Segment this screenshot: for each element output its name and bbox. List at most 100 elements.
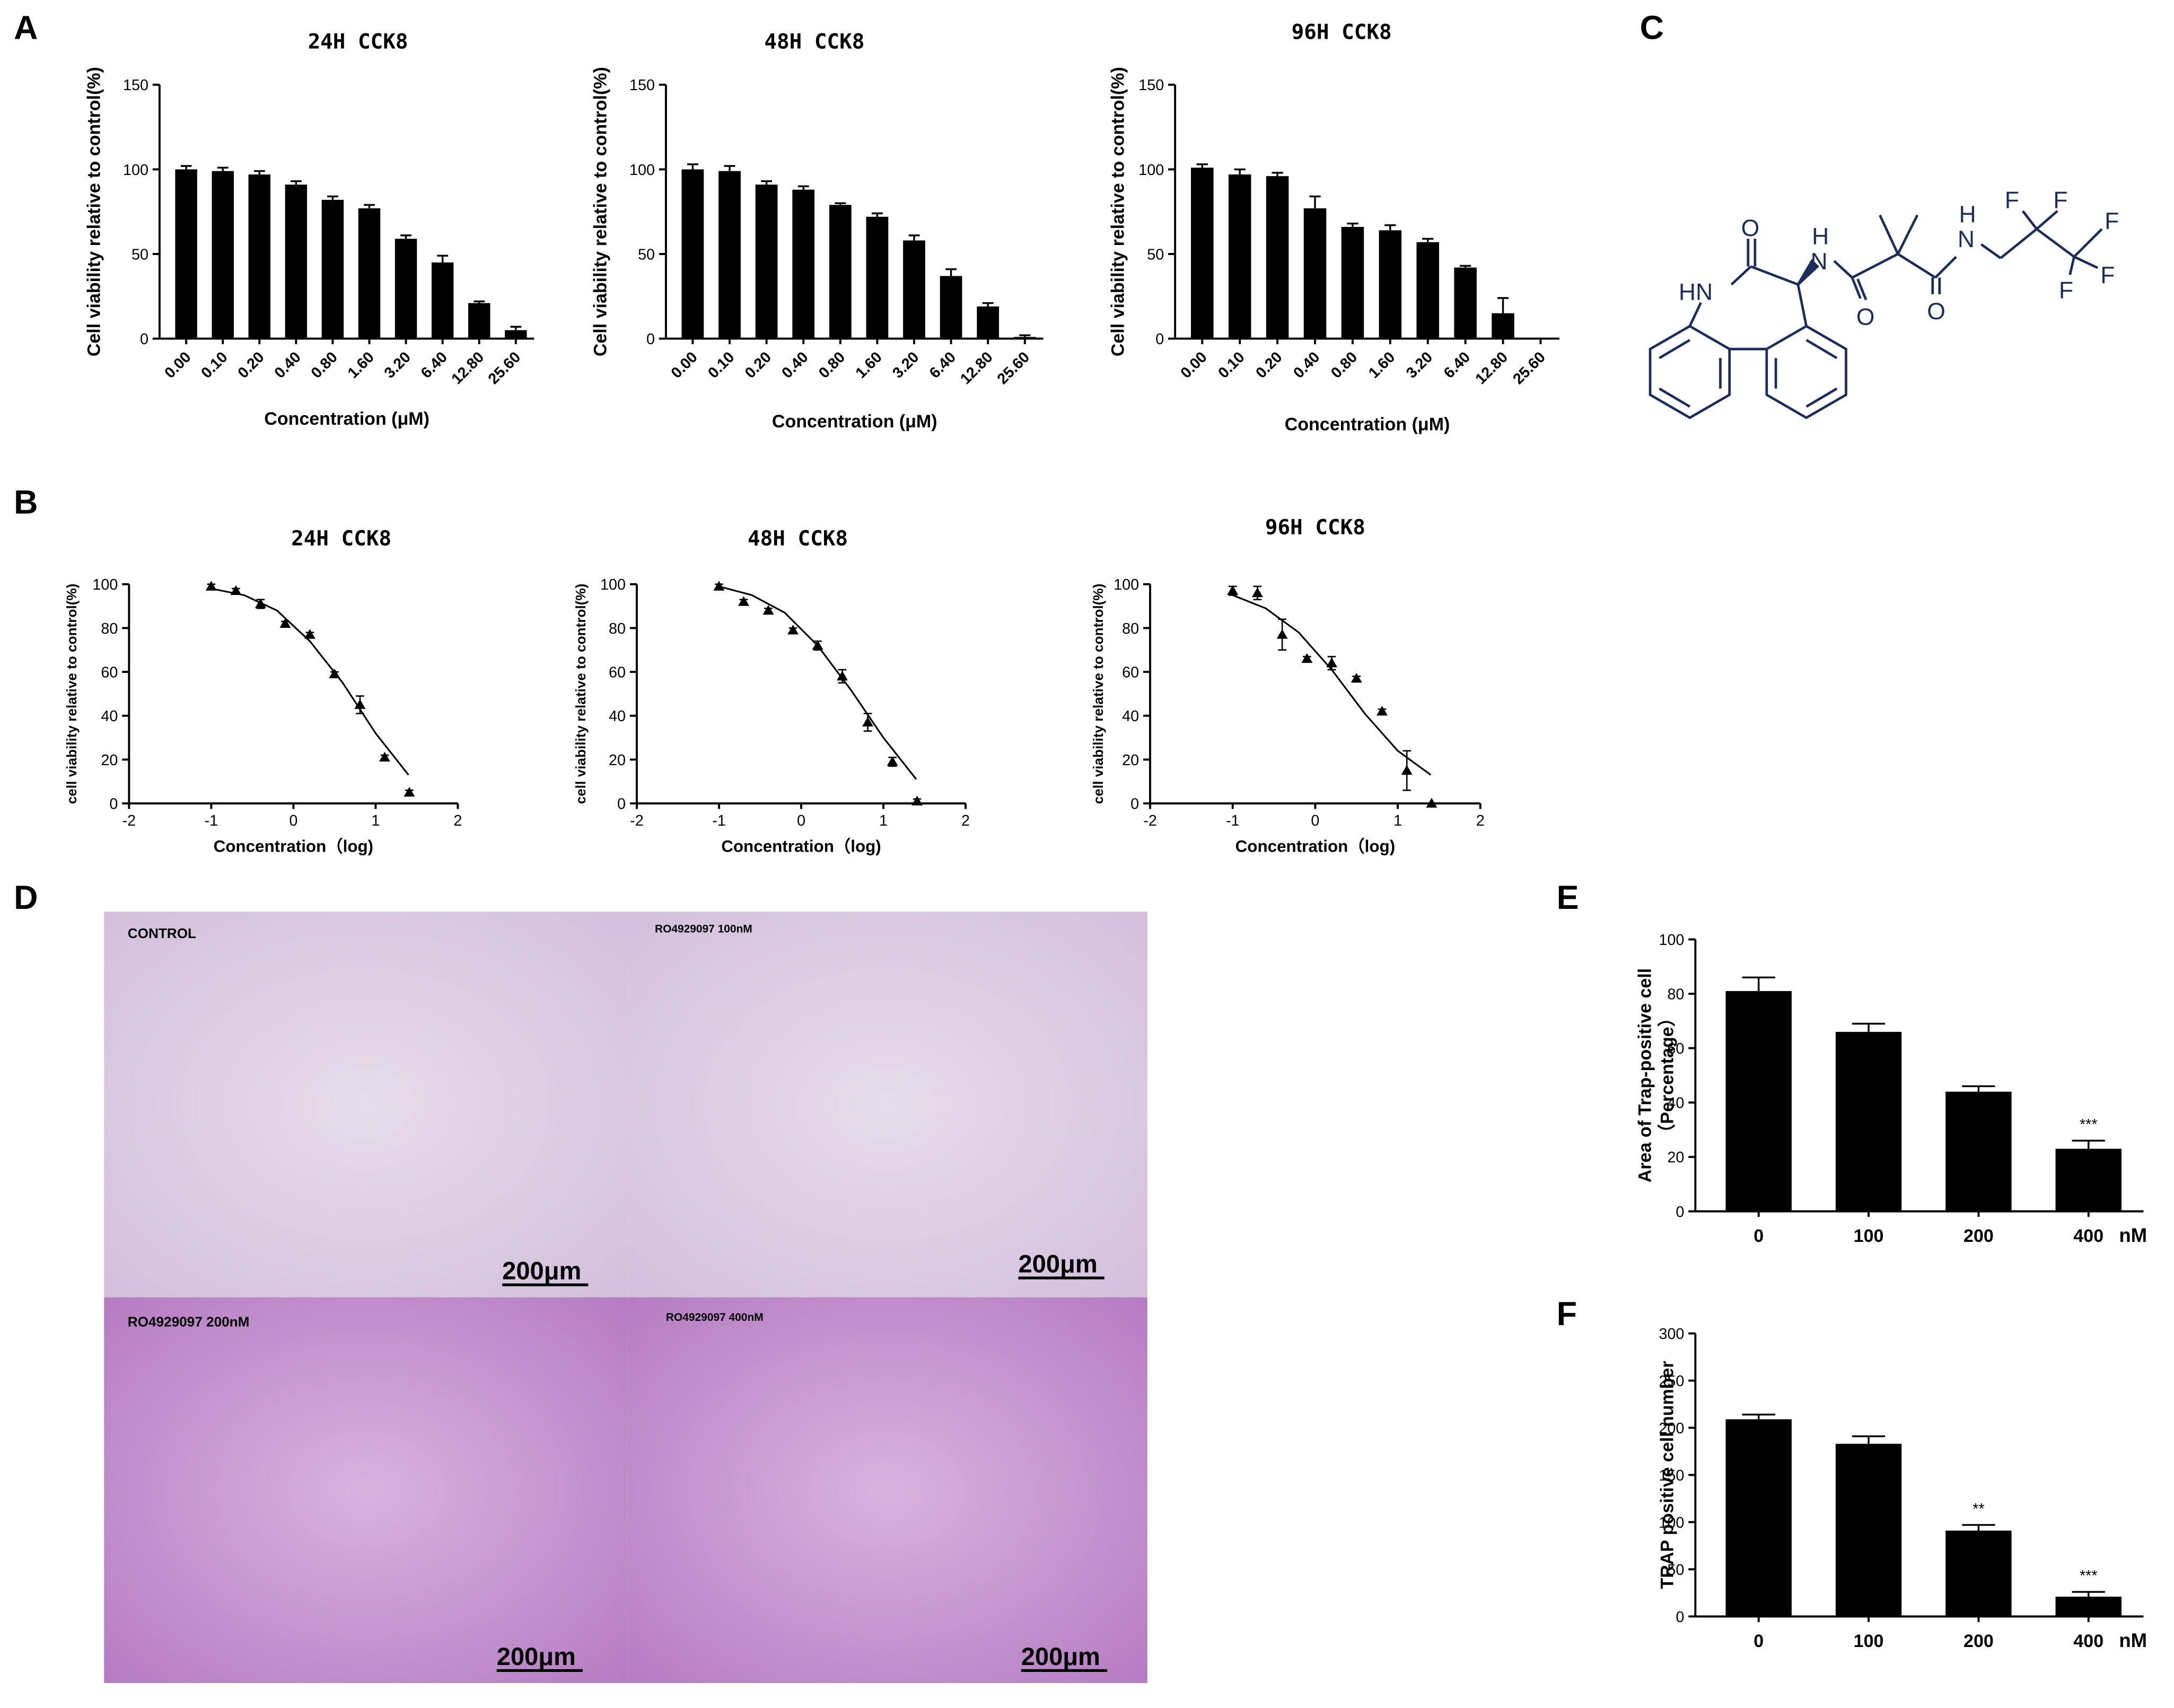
bar (2055, 1149, 2122, 1212)
data-point (1351, 673, 1362, 683)
atom-label: H (1812, 224, 1829, 250)
y-axis-label: cell viability relative to control(%) (1090, 584, 1106, 804)
data-point (279, 618, 291, 628)
y-tick-label: 100 (1659, 932, 1684, 949)
y-tick-label: 0 (140, 331, 148, 348)
y-tick-label: 0 (1130, 796, 1139, 813)
atom-label: O (1856, 304, 1875, 330)
micrograph-label: RO4929097 100nM (655, 923, 752, 935)
data-point (762, 605, 774, 615)
bar (866, 216, 889, 339)
x-tick-label: 1.60 (1365, 349, 1398, 382)
error-bar (1422, 238, 1434, 242)
fit-curve (1232, 594, 1432, 776)
error-bar (1309, 195, 1321, 208)
x-tick-label: 200 (1963, 1226, 1994, 1246)
data-point (379, 751, 390, 762)
bar (2055, 1597, 2122, 1617)
y-tick-label: 250 (1659, 1373, 1684, 1390)
bar (829, 205, 852, 339)
panel-label: B (14, 484, 38, 521)
x-tick-label: 12.80 (1472, 349, 1511, 388)
x-tick-label: 2 (961, 812, 970, 829)
data-point (862, 716, 874, 727)
error-bar (982, 302, 994, 306)
error-bar (908, 234, 920, 241)
error-bar (1742, 976, 1775, 991)
y-tick-label: 50 (132, 246, 148, 263)
error-bar (2072, 1140, 2105, 1149)
error-bar (761, 180, 773, 185)
y-tick-label: 20 (101, 752, 118, 769)
y-tick-label: 50 (638, 246, 655, 263)
error-bar (724, 165, 735, 171)
bar (212, 171, 234, 339)
error-bar (510, 326, 522, 330)
x-tick-label: 0.00 (668, 349, 701, 382)
bar (903, 240, 925, 339)
y-axis-label: Cell viability relative to control(%) (590, 67, 610, 356)
x-axis-label: Concentration（log) (1235, 837, 1396, 856)
error-bar (945, 268, 957, 276)
bar (175, 169, 197, 339)
x-tick-label: 0.20 (742, 349, 775, 382)
bar (285, 185, 308, 339)
bar (1454, 267, 1477, 339)
bar (681, 169, 704, 339)
atom-label: F (2105, 208, 2119, 234)
error-bar (687, 163, 698, 170)
atom-label: F (2053, 188, 2067, 214)
y-tick-label: 100 (600, 576, 626, 593)
y-axis-label: cell viability relative to control(%) (64, 584, 80, 804)
data-point (1276, 629, 1288, 639)
bar (940, 276, 962, 339)
data-point (1401, 765, 1413, 775)
bar (1835, 1031, 1902, 1212)
micrograph (104, 1297, 627, 1683)
error-bar (1384, 224, 1396, 231)
atom-label: O (1741, 215, 1760, 241)
x-axis-label: Concentration（log) (214, 837, 374, 856)
error-bar (1852, 1435, 1886, 1444)
chart-title: 24H CCK8 (291, 527, 391, 550)
error-bar (327, 195, 338, 200)
x-tick-label: 0.10 (705, 349, 738, 382)
panel-label: A (14, 9, 38, 46)
bar (468, 303, 490, 339)
micrograph-label: RO4929097 400nM (666, 1311, 764, 1324)
y-tick-label: 150 (123, 77, 148, 94)
y-tick-label: 0 (617, 796, 626, 813)
bar (1379, 230, 1402, 339)
error-bar (437, 255, 449, 262)
significance: ** (1973, 1501, 1984, 1518)
error-bar (217, 167, 229, 171)
bar (1266, 176, 1289, 339)
fit-curve (718, 585, 917, 780)
y-tick-label: 50 (1667, 1562, 1684, 1579)
y-tick-label: 0 (646, 331, 655, 348)
y-axis-label: （Percentage） (1656, 1009, 1677, 1142)
bar (1191, 168, 1214, 339)
y-axis-label: cell viability relative to control(%) (573, 584, 589, 804)
y-tick-label: 20 (1667, 1149, 1684, 1166)
error-bar (474, 300, 485, 303)
x-tick-label: -1 (712, 812, 726, 829)
bar (755, 185, 778, 339)
error-bar (180, 165, 192, 170)
error-bar (835, 202, 846, 205)
x-tick-label: -1 (205, 812, 218, 829)
x-tick-label: 0.00 (161, 349, 194, 382)
data-point (1301, 653, 1313, 663)
error-bar (290, 180, 302, 185)
error-bar (1460, 265, 1471, 268)
data-point (1426, 798, 1437, 808)
x-tick-label: 0.20 (1252, 349, 1285, 382)
error-bar (1497, 297, 1509, 313)
y-tick-label: 80 (609, 620, 626, 637)
bar (718, 171, 741, 339)
x-tick-label: 3.20 (381, 349, 414, 382)
chemical-structure: O H N HN O O H N F F F F F (1649, 188, 2119, 419)
scale-bar-label: 200μm (502, 1257, 581, 1285)
panel-label: C (1640, 9, 1664, 46)
